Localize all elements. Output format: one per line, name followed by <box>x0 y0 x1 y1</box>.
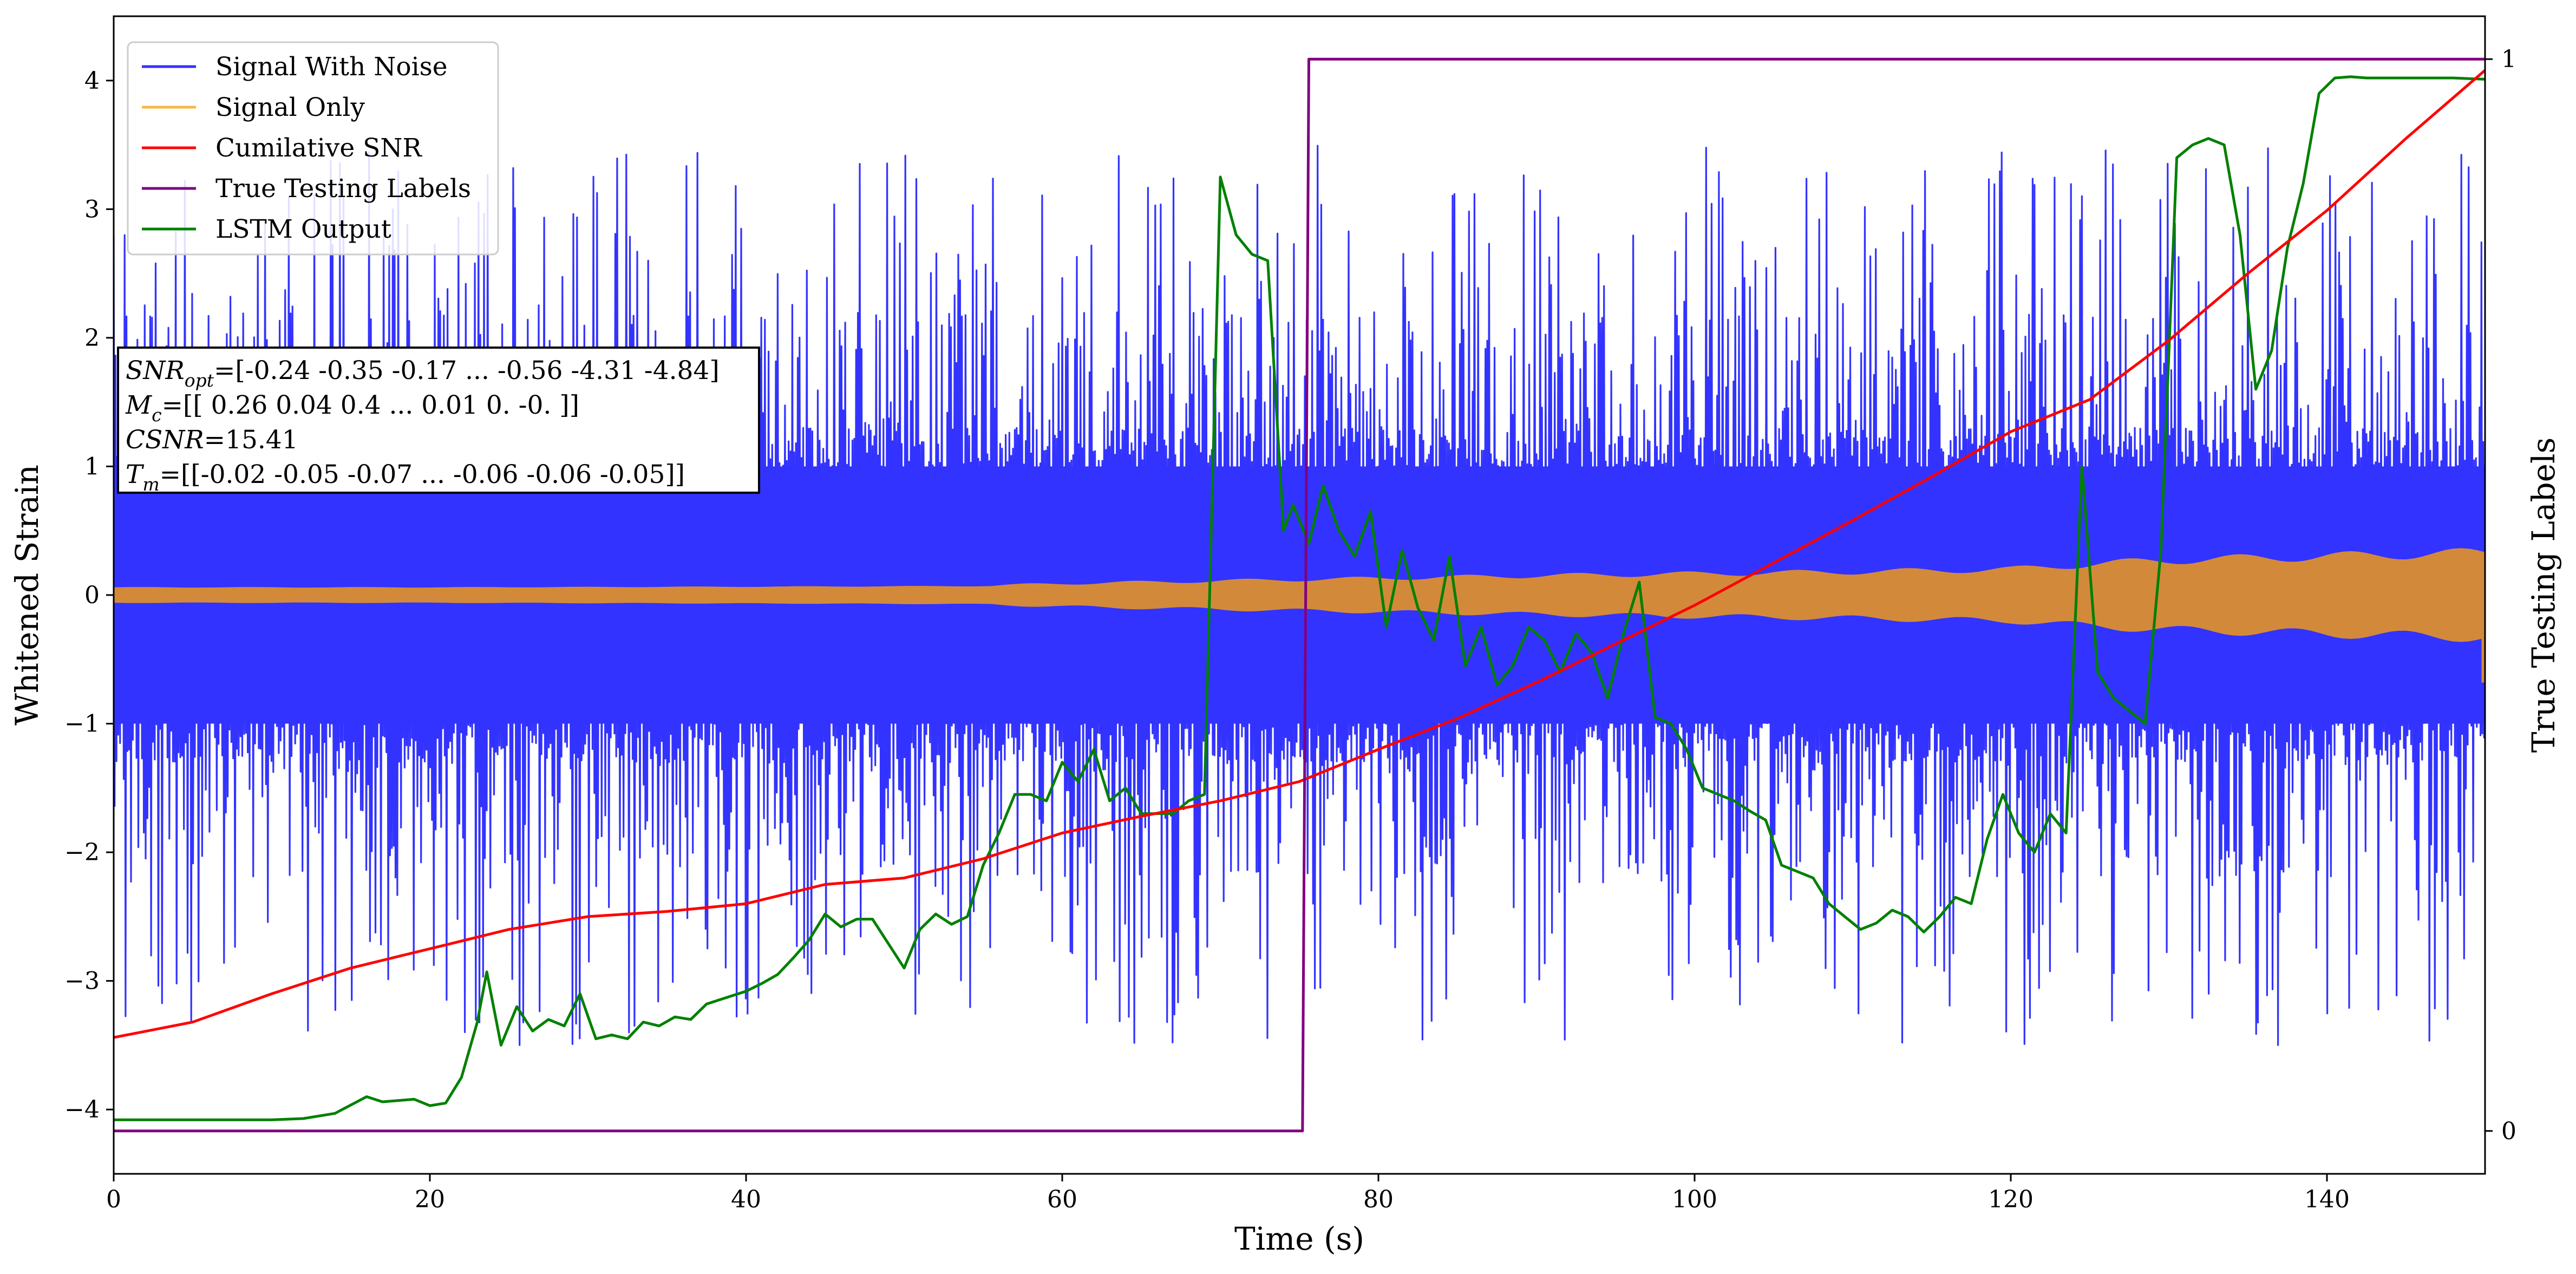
y-tick-label: −1 <box>64 710 100 738</box>
annotation-box: SNRopt=[-0.24 -0.35 -0.17 ... -0.56 -4.3… <box>117 347 760 495</box>
annotation-line-t: Tm=[[-0.02 -0.05 -0.07 ... -0.06 -0.06 -… <box>126 460 685 495</box>
annotation-line-snr: SNRopt=[-0.24 -0.35 -0.17 ... -0.56 -4.3… <box>126 356 720 391</box>
annotation-line-csnr: CSNR=15.41 <box>126 425 298 455</box>
legend-frame <box>127 41 499 256</box>
legend-label-signal-with-noise: Signal With Noise <box>215 52 448 82</box>
y-tick-label: 0 <box>84 582 100 609</box>
legend: Signal With Noise Signal Only Cumilative S… <box>127 41 499 256</box>
series-cumilative-snr-line <box>114 69 2485 1039</box>
plot-area <box>114 57 2485 1133</box>
x-tick-label: 120 <box>1988 1186 2034 1213</box>
series-signal-only-band <box>114 548 2485 642</box>
legend-label-cumilative-snr: Cumilative SNR <box>215 133 422 163</box>
x-tick-label: 80 <box>1363 1186 1394 1213</box>
y-tick-label: −4 <box>64 1096 100 1123</box>
x-tick-label: 40 <box>731 1186 761 1213</box>
y-axis-label: Whitened Strain <box>9 465 45 726</box>
series-lstm-output-line <box>114 75 2485 1121</box>
y-tick-label: 2 <box>84 324 100 352</box>
x-axis-label: Time (s) <box>1234 1220 1364 1257</box>
y-tick-label: 4 <box>84 67 100 95</box>
y2-axis-label: True Testing Labels <box>2525 437 2562 753</box>
x-tick-label: 0 <box>106 1186 121 1213</box>
y-tick-label: 1 <box>84 453 100 480</box>
x-tick-label: 140 <box>2304 1186 2350 1213</box>
annotation-line-m: Mc=[[ 0.26 0.04 0.4 ... 0.01 0. -0. ]] <box>125 390 579 426</box>
series-true-testing-labels-line <box>114 57 2485 1133</box>
legend-label-true-testing-labels: True Testing Labels <box>215 174 471 204</box>
y2-tick-label: 0 <box>2501 1118 2516 1145</box>
y-tick-label: 3 <box>84 195 100 223</box>
x-tick-label: 100 <box>1672 1186 1717 1213</box>
x-tick-label: 60 <box>1047 1186 1077 1213</box>
y2-tick-label: 1 <box>2501 45 2516 73</box>
legend-label-lstm-output: LSTM Output <box>215 214 391 244</box>
annotation-frame <box>117 347 760 494</box>
x-tick-label: 20 <box>415 1186 445 1213</box>
y-tick-label: −3 <box>64 968 100 995</box>
legend-label-signal-only: Signal Only <box>215 93 365 122</box>
y-tick-label: −2 <box>64 839 100 866</box>
